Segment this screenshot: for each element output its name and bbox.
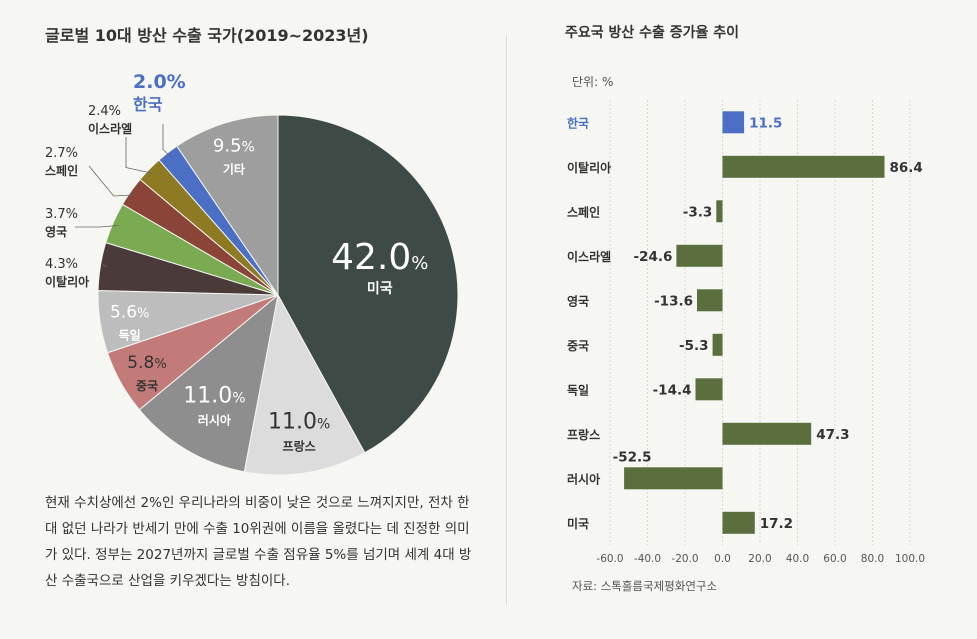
bar-xtick-5: 40.0 — [786, 553, 809, 565]
panel-divider — [506, 35, 507, 605]
bar-category-2: 스페인 — [567, 204, 600, 219]
pie-name-2: 러시아 — [198, 413, 231, 428]
bar-value-2: -3.3 — [683, 204, 713, 220]
bar-category-4: 영국 — [567, 293, 589, 308]
bar-1 — [722, 155, 885, 178]
pie-leader-line-9 — [162, 124, 172, 158]
pie-callout-name-6: 영국 — [45, 224, 67, 239]
bar-value-3: -24.6 — [633, 249, 672, 265]
pie-callout-name-5: 이탈리아 — [45, 274, 89, 289]
bar-category-1: 이탈리아 — [567, 160, 611, 175]
pie-slice-2 — [138, 293, 279, 473]
pie-value-10: 9.5% — [213, 136, 255, 157]
pie-label-10: 9.5% 기타 — [213, 136, 255, 177]
pie-name-1: 프랑스 — [283, 439, 316, 453]
bar-8 — [624, 467, 723, 490]
bar-value-7: 47.3 — [816, 427, 849, 443]
pie-callout-name-8: 이스라엘 — [88, 121, 132, 136]
bar-4 — [697, 289, 723, 312]
pie-callout-value-8: 2.4% — [88, 104, 121, 119]
bar-xtick-8: 100.0 — [895, 553, 925, 565]
pie-callout-7: 2.7% 스페인 — [45, 146, 136, 197]
pie-value-2: 11.0% — [183, 384, 245, 409]
pie-name-0: 미국 — [367, 281, 393, 297]
pie-chart: 42.0% 미국 11.0% 프랑스 11.0% 러시아 5.8% 중국 5.6% 독일 9.5% 기… — [45, 71, 459, 476]
pie-callout-name-9: 한국 — [133, 95, 163, 114]
pie-label-1: 11.0% 프랑스 — [268, 409, 330, 453]
pie-callout-5: 4.3% 이탈리아 — [45, 257, 107, 289]
pie-value-1: 11.0% — [268, 409, 330, 434]
bar-xtick-7: 80.0 — [861, 553, 884, 565]
pie-value-0: 42.0% — [331, 237, 428, 278]
pie-callout-value-5: 4.3% — [45, 257, 78, 272]
bar-value-6: -14.4 — [653, 382, 692, 398]
bar-category-7: 프랑스 — [567, 428, 600, 442]
bar-category-8: 러시아 — [567, 471, 600, 486]
pie-slice-1 — [243, 293, 366, 476]
pie-value-4: 5.6% — [110, 303, 149, 323]
pie-callout-value-9: 2.0% — [133, 71, 186, 93]
pie-leader-line-8 — [125, 137, 154, 174]
pie-value-3: 5.8% — [127, 353, 166, 373]
pie-slice-10 — [176, 114, 279, 297]
bar-category-3: 이스라엘 — [567, 249, 611, 264]
bar-value-8: -52.5 — [613, 449, 652, 465]
pie-label-4: 5.6% 독일 — [110, 303, 149, 343]
bar-value-1: 86.4 — [890, 160, 923, 176]
pie-leader-line-7 — [88, 165, 136, 197]
pie-callout-value-6: 3.7% — [45, 207, 78, 222]
pie-label-0: 42.0% 미국 — [331, 237, 428, 297]
pie-slice-0 — [277, 114, 459, 454]
pie-callout-6: 3.7% 영국 — [45, 207, 119, 239]
bar-xtick-4: 20.0 — [748, 553, 771, 565]
bar-value-4: -13.6 — [654, 293, 693, 309]
description-text: 현재 수치상에선 2%인 우리나라의 비중이 낮은 것으로 느껴지지만, 전차 … — [45, 495, 472, 589]
pie-leader-line-6 — [75, 225, 119, 228]
source-label: 자료: 스톡홀름국제평화연구소 — [572, 579, 718, 593]
pie-callout-9: 2.0% 한국 — [133, 71, 186, 158]
bar-xtick-2: -20.0 — [671, 553, 698, 565]
pie-name-3: 중국 — [136, 379, 158, 393]
bar-xtick-1: -40.0 — [634, 553, 661, 565]
bar-5 — [712, 333, 723, 356]
bar-xtick-0: -60.0 — [596, 553, 623, 565]
bar-0 — [722, 111, 745, 134]
bar-value-0: 11.5 — [749, 115, 782, 131]
unit-label: 단위: % — [572, 75, 614, 89]
pie-name-10: 기타 — [223, 162, 245, 177]
bar-6 — [695, 378, 723, 401]
bar-xtick-6: 60.0 — [823, 553, 846, 565]
bar-value-5: -5.3 — [679, 338, 709, 354]
pie-callout-8: 2.4% 이스라엘 — [88, 104, 154, 174]
bar-chart-title: 주요국 방산 수출 증가율 추이 — [565, 25, 740, 41]
bar-category-5: 중국 — [567, 339, 589, 353]
bar-category-6: 독일 — [567, 383, 589, 397]
bar-7 — [722, 422, 812, 445]
bar-category-9: 미국 — [567, 516, 589, 531]
bar-2 — [716, 200, 723, 223]
pie-label-2: 11.0% 러시아 — [183, 384, 245, 428]
pie-label-3: 5.8% 중국 — [127, 353, 166, 393]
pie-name-4: 독일 — [119, 329, 141, 343]
pie-leader-line-5 — [102, 263, 107, 268]
pie-chart-title: 글로벌 10대 방산 수출 국가(2019~2023년) — [45, 26, 369, 45]
bar-value-9: 17.2 — [760, 516, 793, 532]
bar-3 — [676, 244, 723, 267]
bar-9 — [722, 511, 755, 534]
bar-category-0: 한국 — [567, 115, 589, 130]
pie-callout-value-7: 2.7% — [45, 146, 78, 161]
pie-callout-name-7: 스페인 — [45, 163, 78, 178]
bar-xtick-3: 0.0 — [714, 553, 731, 565]
